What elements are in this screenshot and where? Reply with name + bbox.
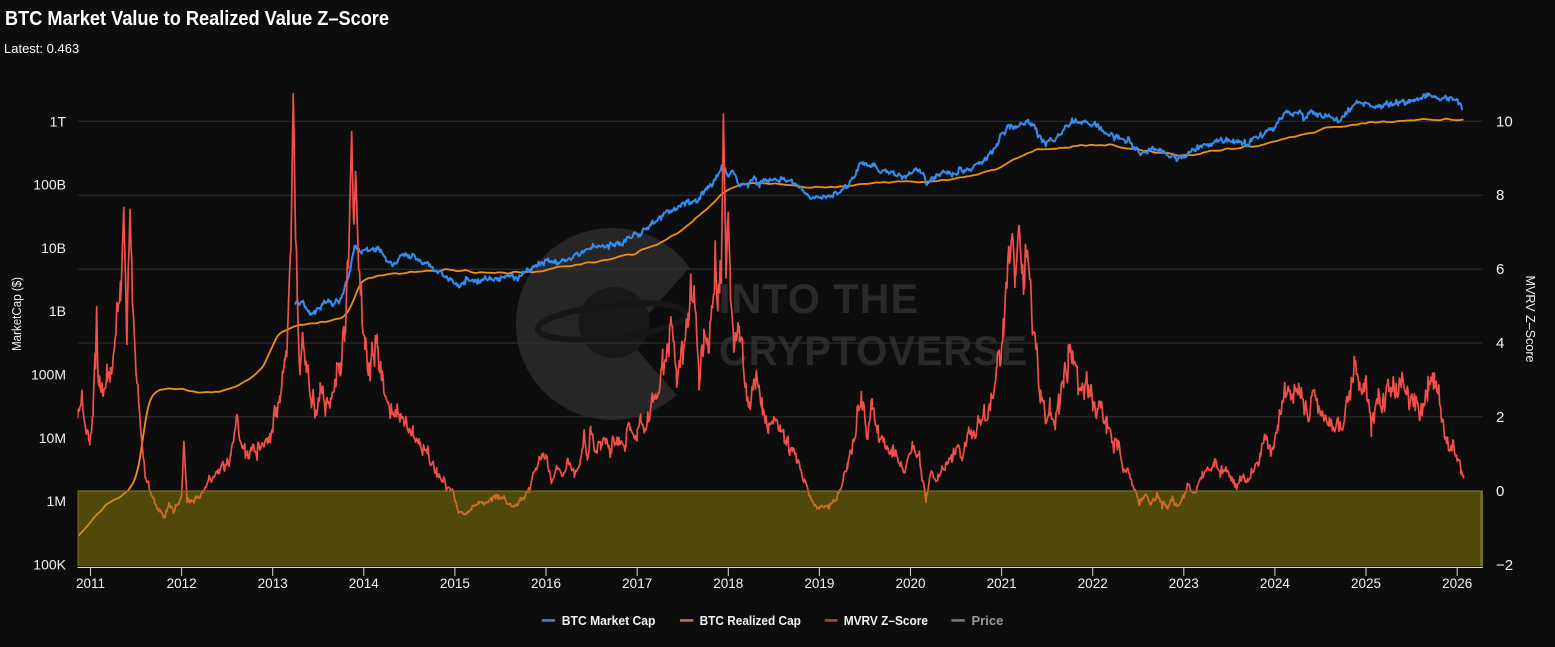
svg-text:8: 8 bbox=[1496, 187, 1504, 204]
svg-text:2024: 2024 bbox=[1260, 576, 1291, 591]
svg-text:0: 0 bbox=[1496, 483, 1504, 500]
svg-text:2023: 2023 bbox=[1169, 576, 1199, 591]
svg-text:2021: 2021 bbox=[987, 576, 1017, 591]
svg-text:2015: 2015 bbox=[440, 576, 470, 591]
svg-text:2020: 2020 bbox=[895, 576, 925, 591]
svg-text:BTC Realized Cap: BTC Realized Cap bbox=[700, 613, 801, 628]
svg-text:6: 6 bbox=[1496, 261, 1504, 278]
svg-text:2026: 2026 bbox=[1442, 576, 1472, 591]
svg-text:4: 4 bbox=[1496, 335, 1504, 352]
svg-text:2016: 2016 bbox=[531, 576, 561, 591]
svg-text:2022: 2022 bbox=[1078, 576, 1108, 591]
svg-text:2018: 2018 bbox=[713, 576, 743, 591]
svg-text:2: 2 bbox=[1496, 409, 1504, 426]
svg-text:−2: −2 bbox=[1496, 557, 1513, 574]
svg-text:BTC Market Cap: BTC Market Cap bbox=[562, 613, 656, 628]
svg-text:100K: 100K bbox=[33, 556, 66, 572]
svg-text:CRYPTOVERSE: CRYPTOVERSE bbox=[719, 327, 1028, 374]
svg-text:Latest: 0.463: Latest: 0.463 bbox=[4, 41, 79, 56]
svg-text:100M: 100M bbox=[31, 367, 66, 383]
svg-text:1M: 1M bbox=[47, 493, 66, 509]
svg-text:Price: Price bbox=[972, 613, 1004, 628]
svg-text:10B: 10B bbox=[41, 240, 66, 256]
svg-text:10: 10 bbox=[1496, 113, 1513, 130]
svg-text:MVRV Z–Score: MVRV Z–Score bbox=[844, 613, 928, 628]
svg-text:MarketCap ($): MarketCap ($) bbox=[9, 277, 24, 351]
svg-text:BTC Market Value to Realized V: BTC Market Value to Realized Value Z–Sco… bbox=[5, 8, 389, 30]
svg-text:2012: 2012 bbox=[167, 576, 197, 591]
svg-text:2019: 2019 bbox=[804, 576, 834, 591]
svg-text:1T: 1T bbox=[50, 113, 67, 129]
svg-text:INTO THE: INTO THE bbox=[719, 275, 919, 322]
svg-text:2014: 2014 bbox=[349, 576, 380, 591]
svg-text:2017: 2017 bbox=[622, 576, 652, 591]
svg-text:100B: 100B bbox=[33, 177, 66, 193]
svg-text:2011: 2011 bbox=[76, 576, 105, 591]
svg-text:10M: 10M bbox=[39, 430, 66, 446]
svg-text:1B: 1B bbox=[49, 303, 66, 319]
svg-text:MVRV Z–Score: MVRV Z–Score bbox=[1523, 276, 1538, 363]
svg-text:2025: 2025 bbox=[1351, 576, 1381, 591]
svg-text:2013: 2013 bbox=[258, 576, 288, 591]
